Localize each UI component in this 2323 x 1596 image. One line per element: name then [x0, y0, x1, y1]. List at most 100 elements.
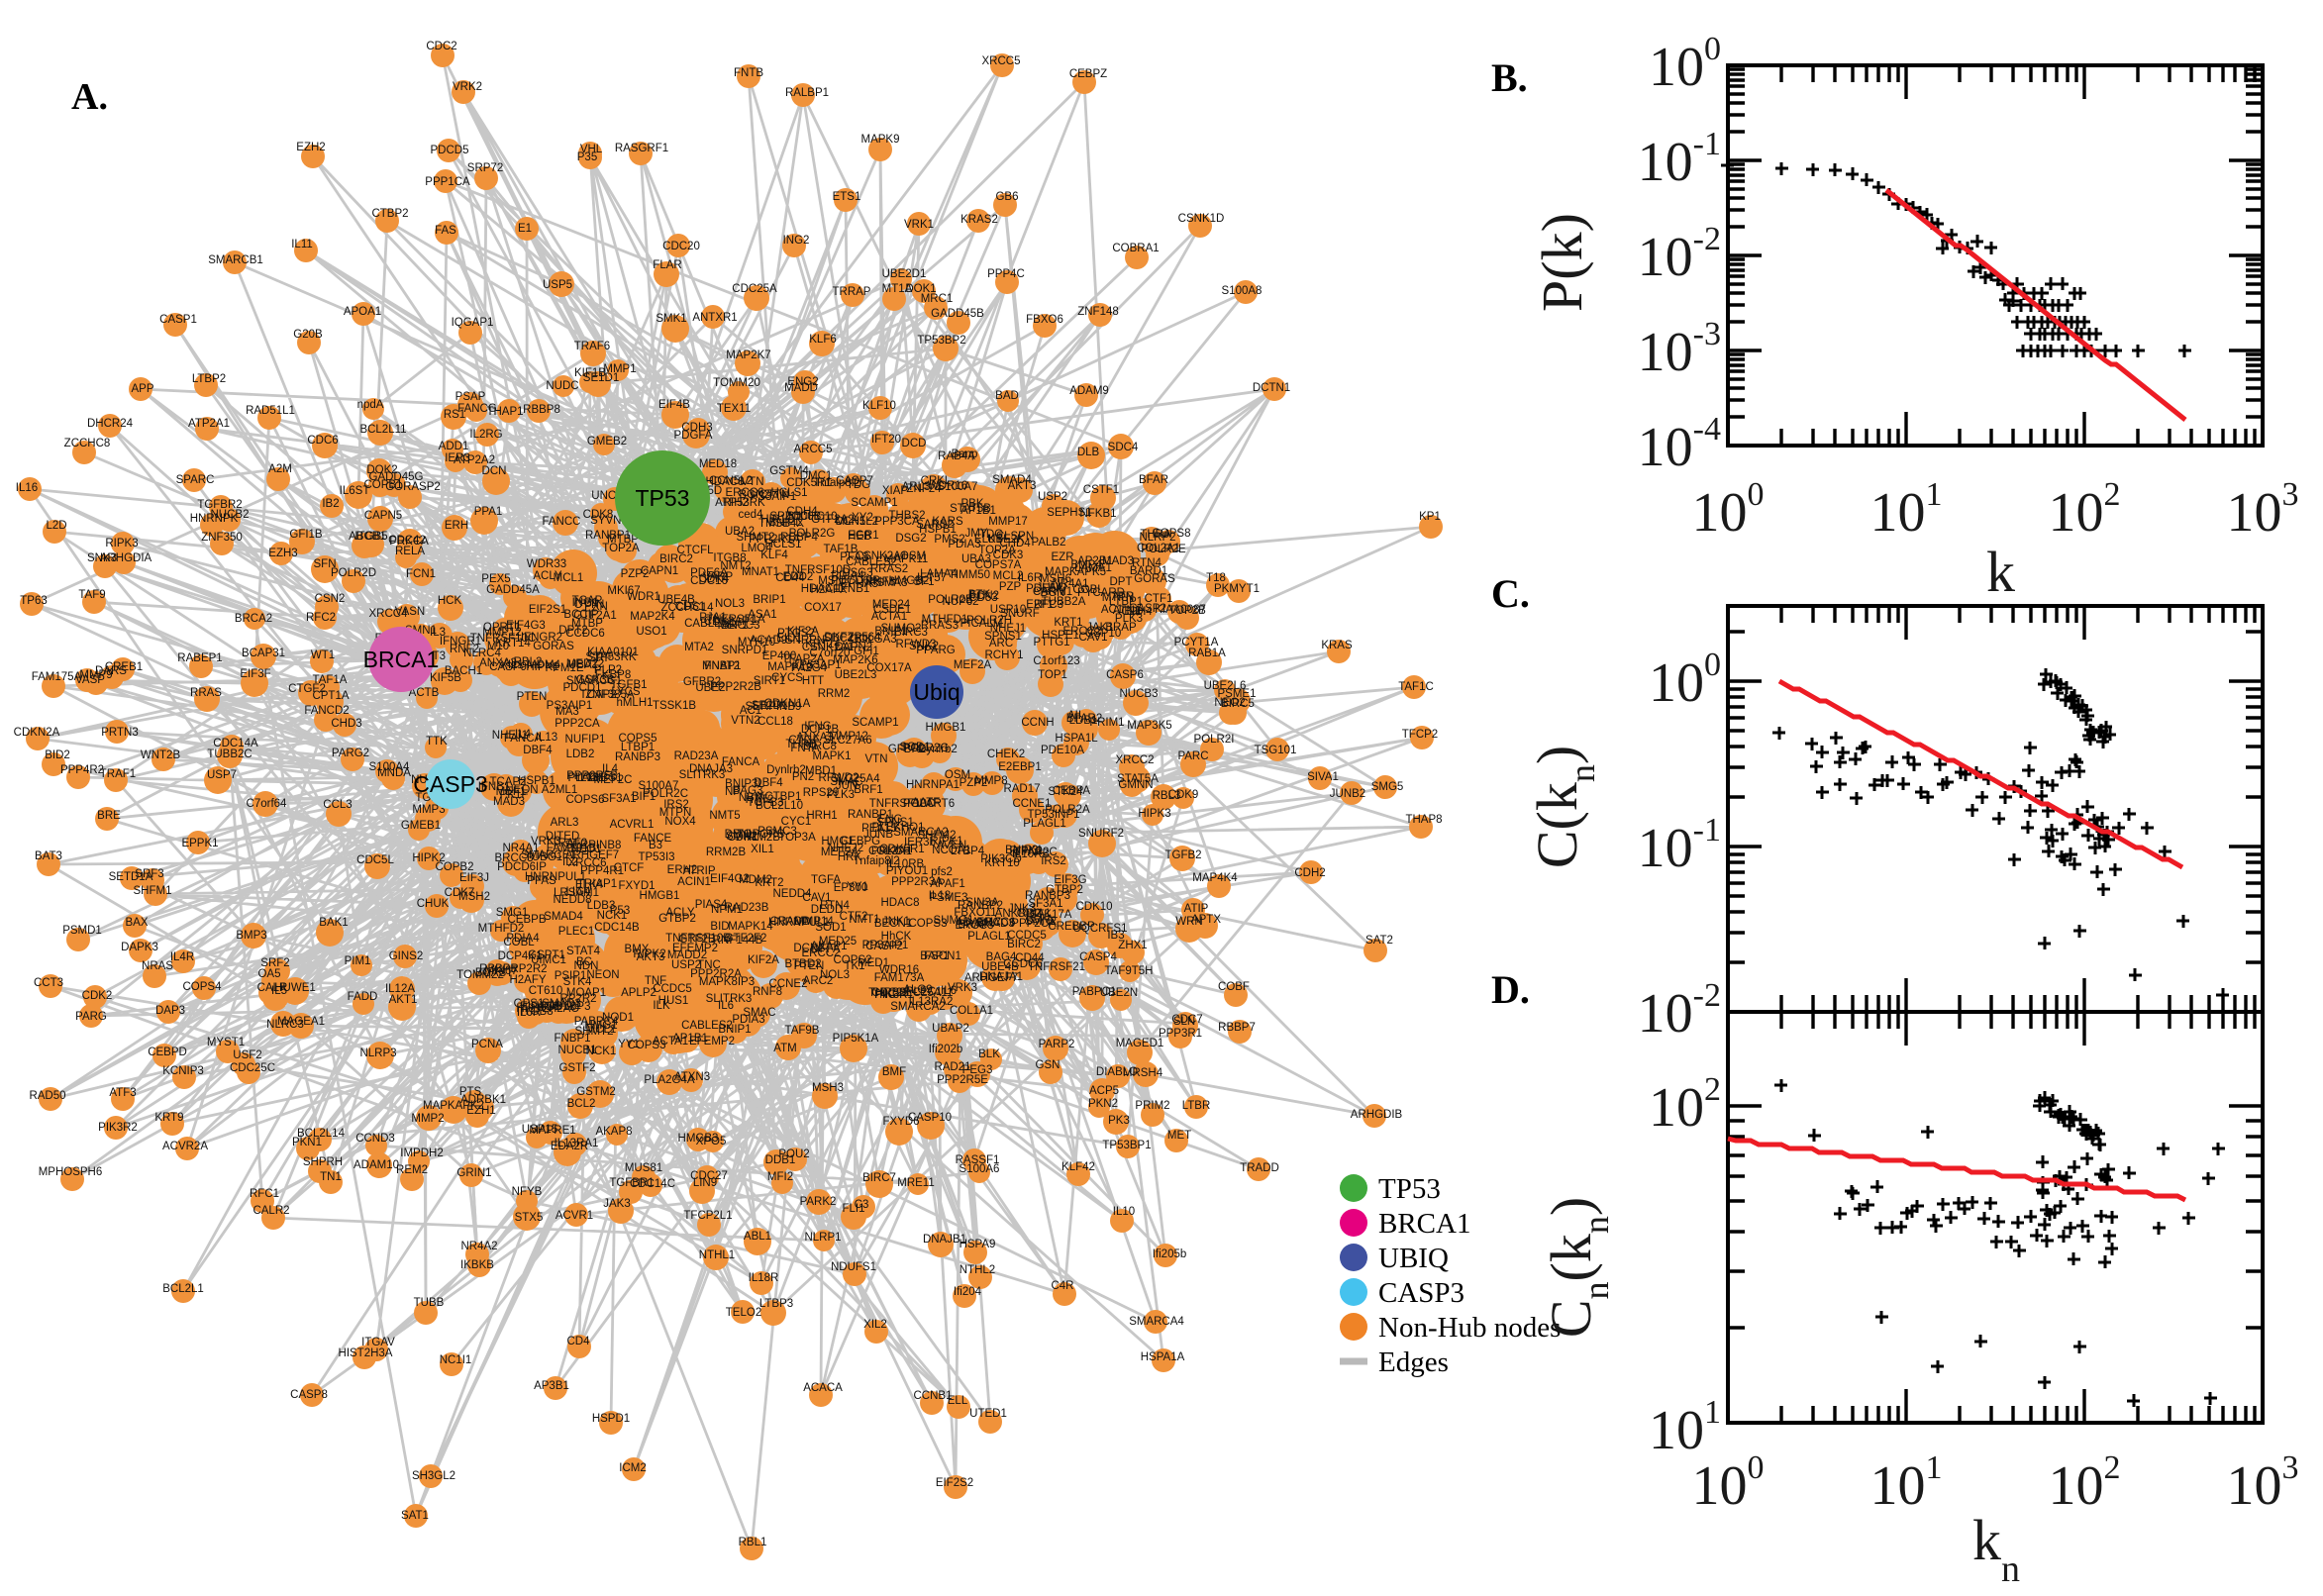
- svg-text:SNURF2: SNURF2: [1078, 828, 1124, 840]
- svg-text:FANCA: FANCA: [504, 733, 543, 745]
- svg-text:TOP1: TOP1: [1038, 669, 1067, 681]
- svg-text:FNTB: FNTB: [734, 67, 763, 79]
- svg-text:AKT3: AKT3: [1008, 480, 1037, 492]
- svg-text:SLC25A11: SLC25A11: [899, 987, 954, 999]
- svg-text:JUNB2: JUNB2: [1330, 788, 1365, 800]
- svg-text:GSTM4: GSTM4: [769, 465, 809, 477]
- svg-text:NEON: NEON: [586, 969, 619, 981]
- svg-text:SMAC: SMAC: [830, 776, 862, 788]
- svg-text:GMEB1: GMEB1: [401, 820, 441, 832]
- svg-text:LTBP1: LTBP1: [1109, 596, 1143, 608]
- svg-text:LDB2: LDB2: [566, 748, 595, 760]
- svg-text:BNIP1: BNIP1: [718, 1024, 751, 1036]
- svg-text:PARG2: PARG2: [332, 748, 369, 759]
- svg-text:AKT3: AKT3: [637, 951, 665, 963]
- svg-text:PLK3: PLK3: [1115, 613, 1143, 625]
- svg-text:IL6: IL6: [941, 985, 957, 997]
- svg-text:KIF2A: KIF2A: [787, 626, 819, 638]
- svg-text:CT610: CT610: [529, 985, 563, 997]
- svg-text:KIF1B: KIF1B: [574, 367, 606, 379]
- svg-text:TCAP2: TCAP2: [489, 776, 526, 788]
- svg-text:FLI1: FLI1: [842, 1203, 864, 1215]
- svg-text:CDK10: CDK10: [1075, 901, 1112, 913]
- svg-text:A.: A.: [71, 76, 108, 118]
- svg-text:UBE4B: UBE4B: [981, 961, 1019, 973]
- svg-text:CDK9: CDK9: [1168, 789, 1199, 801]
- svg-text:MRE11: MRE11: [897, 1177, 935, 1189]
- svg-text:CALR: CALR: [257, 982, 288, 994]
- svg-text:PDE10A: PDE10A: [1041, 745, 1084, 756]
- svg-text:RBL2: RBL2: [514, 656, 543, 668]
- svg-text:WDR16: WDR16: [928, 480, 967, 492]
- svg-text:USP10: USP10: [990, 604, 1026, 616]
- svg-text:TAF9B: TAF9B: [785, 1025, 820, 1037]
- svg-text:GPS1: GPS1: [514, 998, 545, 1010]
- svg-text:SRF: SRF: [589, 652, 612, 664]
- svg-text:TK1: TK1: [844, 960, 864, 972]
- svg-text:CAV1: CAV1: [1078, 632, 1107, 644]
- svg-text:FAM173A: FAM173A: [874, 972, 925, 984]
- svg-text:WRN: WRN: [1175, 916, 1202, 928]
- svg-text:DAP3: DAP3: [155, 1005, 185, 1017]
- svg-text:ITGAV: ITGAV: [361, 1337, 395, 1348]
- svg-text:HNRNPUL1: HNRNPUL1: [525, 871, 586, 883]
- svg-text:ACVRL1: ACVRL1: [610, 819, 655, 831]
- svg-text:BMP3: BMP3: [236, 930, 266, 942]
- svg-text:NLRP2: NLRP2: [1139, 532, 1175, 544]
- svg-text:POLR2I: POLR2I: [1194, 734, 1235, 746]
- svg-text:COBRA1: COBRA1: [1112, 243, 1159, 254]
- svg-text:CCT3: CCT3: [34, 977, 63, 989]
- svg-text:TAF1C: TAF1C: [1398, 681, 1434, 693]
- svg-text:RBL3: RBL3: [1153, 790, 1181, 802]
- svg-text:AVEN: AVEN: [937, 840, 966, 851]
- svg-text:PARC: PARC: [1177, 750, 1208, 762]
- svg-text:MPHOSPH6: MPHOSPH6: [39, 1166, 103, 1178]
- svg-text:CDC42: CDC42: [388, 535, 426, 547]
- svg-text:IL10: IL10: [1113, 1206, 1135, 1218]
- svg-text:BCL2: BCL2: [567, 1098, 596, 1110]
- svg-text:BAG4: BAG4: [986, 951, 1017, 963]
- svg-text:RIPK3: RIPK3: [105, 538, 138, 549]
- svg-text:P(k): P(k): [1530, 213, 1594, 312]
- svg-text:NUFIP1: NUFIP1: [565, 734, 606, 746]
- svg-text:MAPK11: MAPK11: [884, 553, 929, 565]
- svg-text:IL10RB: IL10RB: [886, 858, 925, 870]
- svg-text:Ifi204: Ifi204: [954, 1286, 982, 1298]
- svg-text:MAPKAPK5: MAPKAPK5: [1045, 566, 1106, 578]
- svg-text:CASP8: CASP8: [290, 1389, 328, 1401]
- svg-text:TP53BP1: TP53BP1: [1102, 1140, 1151, 1151]
- svg-text:KIF2A: KIF2A: [748, 954, 779, 966]
- svg-text:BAD: BAD: [995, 390, 1019, 402]
- svg-text:SMARCA2: SMARCA2: [890, 1001, 946, 1013]
- svg-text:LIN9: LIN9: [693, 1177, 717, 1189]
- svg-text:NLRP1: NLRP1: [804, 1232, 841, 1244]
- svg-text:MKI67: MKI67: [607, 585, 640, 597]
- svg-text:PPP2R3A: PPP2R3A: [891, 876, 943, 888]
- svg-text:TAF9: TAF9: [78, 589, 105, 601]
- svg-text:CDC2: CDC2: [426, 41, 456, 52]
- svg-text:CDH2: CDH2: [1294, 867, 1325, 879]
- svg-text:CDK7: CDK7: [445, 887, 475, 899]
- svg-text:MRSH4: MRSH4: [1123, 1067, 1163, 1079]
- svg-text:BACH1: BACH1: [445, 665, 482, 677]
- svg-text:PDIA4: PDIA4: [831, 570, 864, 582]
- svg-text:NOL3: NOL3: [715, 598, 745, 610]
- svg-text:ERCC2: ERCC2: [802, 948, 841, 959]
- svg-text:PK1F: PK1F: [500, 789, 529, 801]
- svg-text:KLF6: KLF6: [809, 334, 837, 346]
- svg-text:GFBR2: GFBR2: [683, 676, 721, 688]
- svg-text:BRAP: BRAP: [958, 919, 989, 931]
- svg-text:CRKL: CRKL: [921, 475, 952, 487]
- svg-text:HUS1: HUS1: [658, 995, 689, 1007]
- svg-text:SMAD4: SMAD4: [992, 474, 1032, 486]
- svg-text:CDC14B: CDC14B: [594, 922, 640, 934]
- svg-text:CTTN: CTTN: [759, 489, 790, 501]
- svg-text:RAB1A: RAB1A: [1188, 648, 1226, 659]
- svg-text:NHEJ1: NHEJ1: [990, 623, 1026, 635]
- svg-text:UBE2N: UBE2N: [1100, 987, 1138, 999]
- svg-text:IL4R: IL4R: [170, 951, 194, 963]
- svg-text:PKMYT1: PKMYT1: [1214, 583, 1260, 595]
- svg-text:UQCRFS1: UQCRFS1: [1073, 923, 1128, 935]
- svg-text:RABEP1: RABEP1: [177, 652, 222, 664]
- svg-text:HSPB1: HSPB1: [919, 524, 957, 536]
